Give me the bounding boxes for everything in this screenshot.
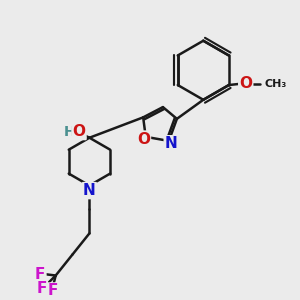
Text: N: N (83, 183, 96, 198)
Text: O: O (137, 132, 150, 147)
Text: H: H (64, 124, 75, 139)
Text: CH₃: CH₃ (265, 79, 287, 88)
Text: N: N (165, 136, 178, 151)
Text: F: F (36, 281, 47, 296)
Text: O: O (73, 124, 85, 139)
Text: F: F (35, 267, 45, 282)
Text: O: O (239, 76, 252, 91)
Text: F: F (48, 284, 58, 298)
